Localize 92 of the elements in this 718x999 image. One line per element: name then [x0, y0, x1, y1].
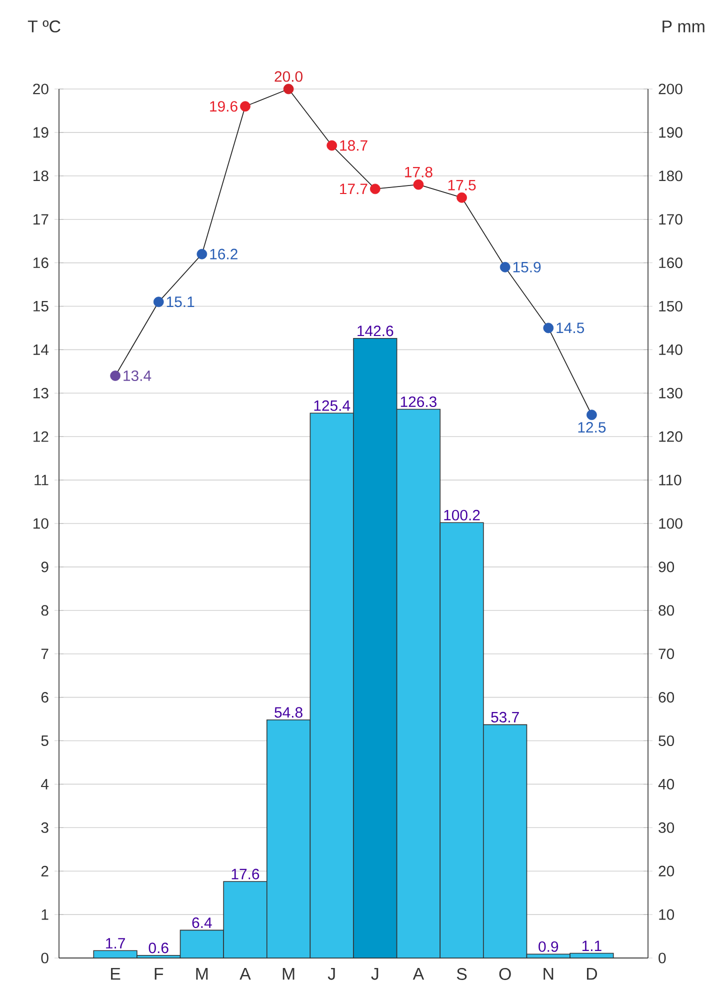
y2-tick-label: 190 — [659, 127, 682, 138]
point — [196, 248, 208, 260]
y2-tick-label: 80 — [658, 605, 674, 616]
y-tick-label: 19 — [34, 127, 48, 138]
data-label: 17.8 — [405, 166, 432, 178]
point — [413, 179, 424, 190]
y2-tick-label: 40 — [658, 778, 674, 790]
point — [586, 410, 597, 420]
x-tick-label: M — [196, 968, 208, 980]
data-label: 17.7 — [340, 184, 368, 194]
x-tick-label: D — [586, 968, 598, 980]
y-tick-label: 12 — [34, 431, 48, 442]
x-tick-label: A — [240, 968, 251, 980]
y-tick-label: 4 — [41, 779, 49, 790]
y2-tick-label: 60 — [658, 692, 674, 703]
data-label: 1.1 — [582, 940, 602, 952]
x-tick-label: M — [282, 968, 294, 980]
y-tick-label: 13 — [34, 388, 48, 398]
x-tick-label: J — [328, 968, 335, 980]
y-tick-label: 8 — [41, 605, 48, 616]
y2-tick-label: 50 — [658, 735, 674, 746]
y-tick-label: 16 — [34, 258, 48, 268]
y-tick-label: 1 — [42, 909, 48, 920]
y-tick-label: 10 — [34, 518, 48, 529]
data-label: 13.4 — [124, 370, 152, 382]
data-label: 125.4 — [314, 400, 350, 411]
data-label: 14.5 — [556, 322, 584, 334]
data-label: 18.7 — [340, 140, 368, 151]
y2-axis-title: P mm — [662, 20, 704, 32]
x-tick-label: J — [371, 968, 378, 980]
y-tick-label: 7 — [41, 648, 48, 659]
data-label: 17.5 — [448, 180, 476, 190]
data-label: 0.9 — [538, 941, 558, 952]
data-label: 16.2 — [210, 248, 238, 260]
point — [283, 84, 294, 94]
x-tick-label: N — [544, 968, 554, 980]
x-tick-label: F — [154, 968, 164, 980]
y2-tick-label: 100 — [659, 518, 682, 529]
point — [240, 101, 250, 112]
y2-tick-label: 200 — [658, 84, 682, 94]
y2-tick-label: 120 — [659, 431, 682, 442]
point — [456, 192, 467, 203]
y2-tick-label: 130 — [659, 388, 682, 398]
y2-tick-label: 150 — [659, 300, 682, 312]
y-tick-label: 3 — [41, 822, 48, 833]
point — [110, 370, 120, 381]
y2-tick-label: 70 — [658, 648, 674, 660]
x-tick-label: O — [499, 968, 511, 980]
point — [543, 322, 554, 334]
y2-tick-label: 10 — [659, 909, 674, 920]
data-label: 19.6 — [210, 101, 238, 112]
y2-tick-label: 20 — [658, 866, 674, 876]
x-tick-label: E — [111, 968, 120, 980]
point — [326, 140, 338, 151]
y2-tick-label: 160 — [659, 258, 682, 268]
data-label: 20.0 — [274, 71, 302, 82]
point — [153, 296, 164, 308]
point — [500, 262, 510, 272]
data-label: 17.6 — [232, 868, 260, 880]
data-label: 142.6 — [358, 326, 394, 336]
y2-tick-label: 140 — [659, 344, 682, 355]
point — [370, 184, 380, 194]
data-label: 15.1 — [166, 296, 194, 308]
y-tick-label: 20 — [33, 84, 48, 94]
y-tick-label: 17 — [34, 214, 48, 224]
y-tick-label: 0 — [41, 952, 48, 964]
y2-tick-label: 0 — [658, 952, 666, 964]
data-label: 53.7 — [491, 712, 519, 722]
y-tick-label: 15 — [34, 301, 48, 312]
data-label: 15.9 — [513, 262, 541, 272]
data-label: 1.7 — [106, 938, 125, 948]
y2-tick-label: 170 — [659, 214, 682, 225]
y-axis-title: T ºC — [28, 20, 60, 32]
y-tick-label: 18 — [34, 170, 48, 182]
data-label: 54.8 — [274, 707, 302, 718]
y2-tick-label: 30 — [658, 822, 674, 833]
y-tick-label: 2 — [41, 866, 48, 876]
y2-tick-label: 90 — [658, 562, 674, 572]
x-tick-label: S — [456, 968, 467, 980]
y-tick-label: 6 — [41, 692, 48, 703]
x-tick-label: A — [412, 968, 424, 980]
data-label: 12.5 — [578, 422, 606, 433]
data-label: 100.2 — [444, 510, 480, 520]
y-tick-label: 9 — [41, 562, 48, 572]
y-tick-label: 14 — [34, 344, 49, 355]
data-label: 126.3 — [400, 396, 437, 408]
y-tick-label: 5 — [41, 736, 48, 746]
y-tick-label: 11 — [34, 474, 48, 486]
data-label: 6.4 — [192, 917, 212, 928]
y2-tick-label: 110 — [659, 474, 682, 486]
data-label: 0.6 — [148, 942, 168, 954]
y2-tick-label: 180 — [659, 170, 682, 182]
